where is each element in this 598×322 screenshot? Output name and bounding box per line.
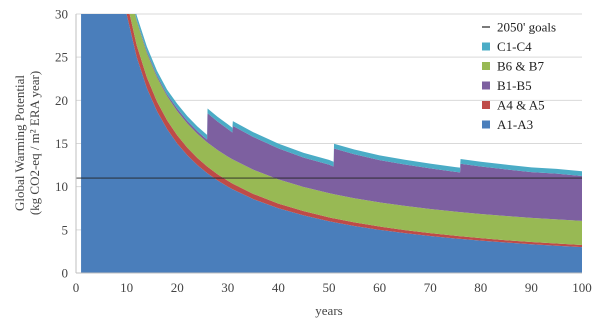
area-a1-a3 [81, 14, 582, 273]
y-tick-label: 10 [55, 179, 68, 194]
legend-label-b1-b5: B1-B5 [497, 78, 532, 93]
x-tick-label: 90 [525, 280, 538, 295]
y-tick-label: 20 [55, 93, 68, 108]
legend-label-b6-b7: B6 & B7 [497, 59, 544, 74]
legend-label-a4-a5: A4 & A5 [497, 98, 545, 113]
y-tick-label: 15 [55, 136, 68, 151]
legend-swatch-b1-b5 [482, 81, 490, 90]
area-b6-b7 [129, 14, 582, 246]
y-axis-title-line-1: Global Warming Potential [12, 75, 27, 211]
legend-swatch-c1-c4 [482, 42, 490, 51]
tick-labels: 0 10 20 30 40 50 60 70 80 90 100 0 5 10 15 20 25 30 [55, 7, 592, 296]
x-tick-label: 20 [171, 280, 184, 295]
area-a4-a5 [126, 14, 582, 248]
legend-swatch-a1-a3 [482, 120, 490, 129]
x-axis-title: years [315, 303, 342, 318]
x-tick-label: 70 [424, 280, 437, 295]
y-tick-label: 25 [55, 50, 68, 65]
x-tick-label: 80 [474, 280, 487, 295]
legend: 2050' goals C1-C4 B6 & B7 B1-B5 A4 & A5 A1-A3 [482, 20, 556, 132]
x-tick-label: 60 [373, 280, 386, 295]
x-tick-label: 50 [323, 280, 336, 295]
x-tick-label: 10 [120, 280, 133, 295]
x-tick-label: 40 [272, 280, 285, 295]
y-axis-title: Global Warming Potential (kg CO2-eq / m²… [12, 71, 42, 215]
legend-swatch-b6-b7 [482, 62, 490, 70]
legend-swatch-a4-a5 [482, 101, 490, 109]
x-tick-label: 100 [572, 280, 592, 295]
legend-label-a1-a3: A1-A3 [497, 117, 533, 132]
y-tick-label: 5 [62, 222, 69, 237]
x-tick-label: 0 [73, 280, 80, 295]
x-tick-label: 30 [221, 280, 234, 295]
legend-label-c1-c4: C1-C4 [497, 39, 532, 54]
stacked-areas [81, 14, 582, 273]
axes [75, 14, 582, 274]
legend-label-goal: 2050' goals [497, 20, 556, 35]
y-tick-label: 0 [62, 266, 69, 281]
y-tick-label: 30 [55, 7, 68, 22]
area-b1-b5 [135, 14, 582, 221]
y-axis-title-line-2: (kg CO2-eq / m² ERA year) [27, 71, 42, 215]
